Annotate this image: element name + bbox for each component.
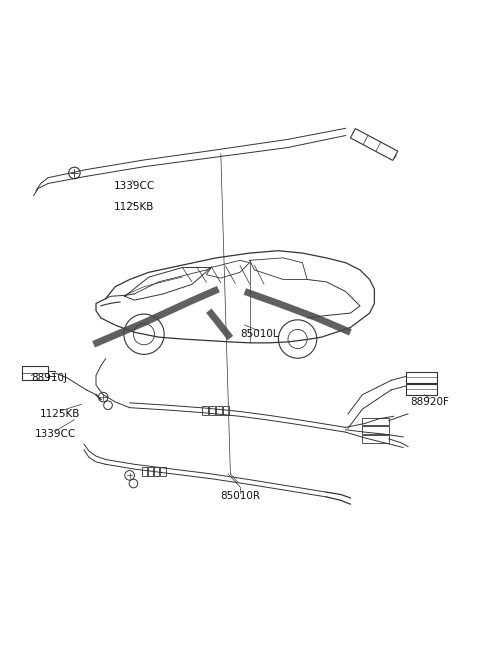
Bar [148, 467, 153, 476]
Bar [202, 405, 208, 415]
Bar [142, 467, 147, 476]
Bar [406, 372, 437, 383]
Text: 88920F: 88920F [410, 397, 449, 407]
Text: 85010R: 85010R [220, 491, 260, 502]
Bar [160, 467, 166, 476]
Bar [154, 467, 159, 476]
Bar [406, 384, 437, 395]
Bar [216, 405, 222, 415]
Bar [209, 405, 215, 415]
Text: 1339CC: 1339CC [35, 429, 76, 439]
Bar [362, 426, 389, 434]
Bar [362, 435, 389, 443]
Bar [22, 366, 48, 381]
Bar [223, 405, 229, 415]
Text: 1339CC: 1339CC [114, 181, 155, 191]
Bar [362, 418, 389, 425]
Text: 1125KB: 1125KB [40, 409, 80, 419]
Text: 1125KB: 1125KB [114, 202, 155, 212]
Text: 88910J: 88910J [31, 373, 67, 383]
Text: 85010L: 85010L [240, 329, 278, 339]
